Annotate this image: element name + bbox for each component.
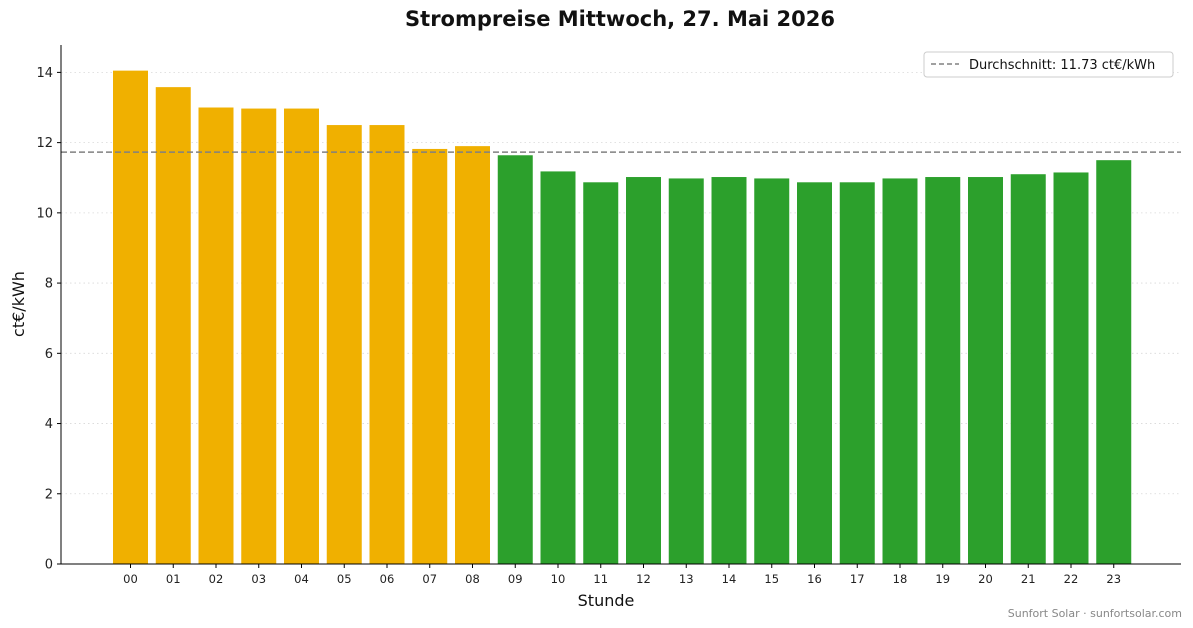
x-tick-label: 11 bbox=[593, 572, 608, 586]
bar-18 bbox=[882, 178, 918, 564]
x-ticks: 00 01 02 03 04 05 06 07 08 09 10 11 12 13 14 15 16 17 18 19… bbox=[123, 564, 1121, 586]
legend-label: Durchschnitt: 11.73 ct€/kWh bbox=[969, 58, 1155, 73]
bar-15 bbox=[754, 178, 790, 564]
bar-00 bbox=[113, 70, 148, 564]
x-tick-label: 22 bbox=[1064, 572, 1079, 586]
x-tick-label: 10 bbox=[551, 572, 566, 586]
x-tick-label: 01 bbox=[166, 572, 181, 586]
bar-01 bbox=[155, 87, 191, 564]
x-tick-label: 09 bbox=[508, 572, 523, 586]
bar-08 bbox=[455, 146, 490, 564]
footer-credit: Sunfort Solar · sunfortsolar.com bbox=[1008, 607, 1182, 620]
bar-14 bbox=[711, 177, 747, 564]
x-tick-label: 15 bbox=[764, 572, 779, 586]
y-tick-label: 0 bbox=[45, 558, 53, 573]
bar-05 bbox=[326, 125, 362, 564]
x-tick-label: 23 bbox=[1106, 572, 1121, 586]
x-tick-label: 16 bbox=[807, 572, 822, 586]
x-tick-label: 18 bbox=[893, 572, 908, 586]
bar-02 bbox=[198, 107, 234, 565]
y-tick-label: 12 bbox=[36, 136, 53, 151]
bar-11 bbox=[583, 182, 619, 564]
x-tick-label: 03 bbox=[251, 572, 266, 586]
y-tick-label: 8 bbox=[45, 277, 53, 292]
x-tick-label: 12 bbox=[636, 572, 651, 586]
x-tick-label: 07 bbox=[422, 572, 437, 586]
x-tick-label: 21 bbox=[1021, 572, 1036, 586]
x-tick-label: 00 bbox=[123, 572, 138, 586]
bar-10 bbox=[540, 171, 576, 565]
y-tick-label: 4 bbox=[45, 417, 53, 432]
bar-06 bbox=[369, 125, 405, 564]
x-tick-label: 17 bbox=[850, 572, 865, 586]
y-tick-label: 2 bbox=[45, 487, 53, 502]
chart-title: Strompreise Mittwoch, 27. Mai 2026 bbox=[405, 7, 835, 31]
bar-04 bbox=[284, 108, 319, 564]
y-axis-label: ct€/kWh bbox=[9, 271, 28, 337]
axes bbox=[60, 45, 1181, 565]
bar-21 bbox=[1010, 174, 1046, 565]
bar-07 bbox=[412, 148, 448, 564]
x-tick-label: 14 bbox=[722, 572, 737, 586]
y-tick-label: 14 bbox=[36, 66, 53, 81]
x-tick-label: 19 bbox=[935, 572, 950, 586]
y-tick-label: 10 bbox=[36, 206, 53, 221]
bar-16 bbox=[797, 182, 832, 564]
y-ticks: 0 2 4 6 8 10 12 14 bbox=[36, 66, 61, 573]
bar-09 bbox=[497, 155, 533, 564]
x-axis-label: Stunde bbox=[578, 591, 635, 610]
bar-20 bbox=[968, 177, 1003, 564]
x-tick-label: 04 bbox=[294, 572, 309, 586]
bar-19 bbox=[925, 177, 961, 564]
x-tick-label: 05 bbox=[337, 572, 352, 586]
y-tick-label: 6 bbox=[45, 347, 53, 362]
x-tick-label: 08 bbox=[465, 572, 480, 586]
x-tick-label: 20 bbox=[978, 572, 993, 586]
bar-17 bbox=[839, 182, 875, 564]
bar-22 bbox=[1053, 172, 1089, 564]
legend: Durchschnitt: 11.73 ct€/kWh bbox=[923, 51, 1174, 78]
x-tick-label: 02 bbox=[209, 572, 224, 586]
bar-12 bbox=[626, 177, 661, 564]
x-tick-label: 13 bbox=[679, 572, 694, 586]
bars bbox=[113, 70, 1132, 565]
bar-13 bbox=[668, 178, 704, 564]
x-tick-label: 06 bbox=[380, 572, 395, 586]
bar-03 bbox=[241, 108, 277, 564]
bar-23 bbox=[1096, 160, 1132, 565]
legend-box bbox=[923, 51, 1174, 78]
